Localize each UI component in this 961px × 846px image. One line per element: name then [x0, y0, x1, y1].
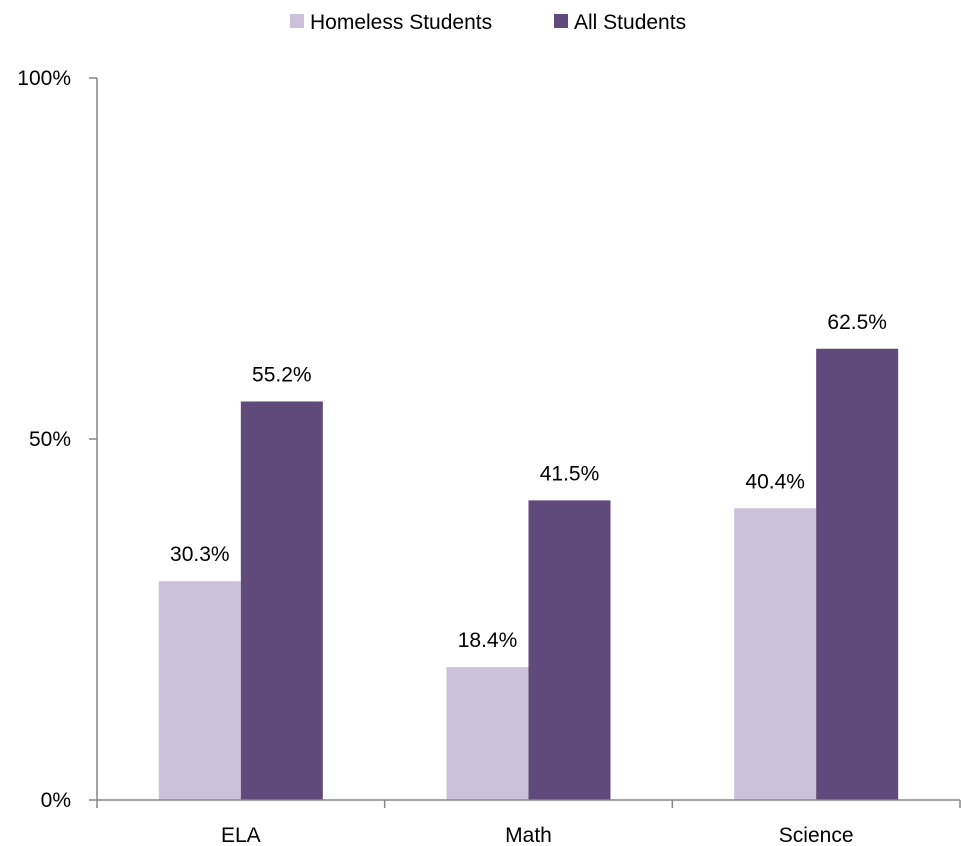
- category-labels: ELA Math Science: [221, 824, 854, 846]
- axes: [96, 78, 960, 801]
- bar: [158, 581, 241, 800]
- legend-swatch: [554, 14, 568, 28]
- data-label: 41.5%: [540, 462, 600, 485]
- bar: [734, 508, 817, 800]
- data-label: 18.4%: [458, 629, 518, 652]
- legend-label: All Students: [574, 11, 686, 34]
- x-category-label: ELA: [221, 824, 261, 846]
- y-tick-label: 50%: [29, 428, 71, 451]
- data-label: 55.2%: [252, 363, 312, 386]
- bar: [816, 348, 899, 800]
- y-tick-label: 100%: [17, 67, 71, 90]
- data-label: 62.5%: [827, 311, 887, 334]
- y-tick-label: 0%: [41, 789, 71, 812]
- data-label: 30.3%: [170, 543, 230, 566]
- data-labels: 30.3% 55.2% 18.4% 41.5% 40.4% 62.5%: [170, 311, 887, 652]
- bar: [528, 500, 611, 800]
- bar: [240, 401, 323, 800]
- bars: [158, 348, 899, 800]
- y-ticks: 0% 50% 100%: [17, 67, 97, 812]
- legend-swatch: [290, 14, 304, 28]
- data-label: 40.4%: [745, 470, 805, 493]
- x-category-label: Science: [779, 824, 854, 846]
- bar: [446, 667, 529, 800]
- legend: Homeless Students All Students: [290, 11, 686, 34]
- x-ticks: [96, 800, 961, 808]
- legend-label: Homeless Students: [310, 11, 492, 34]
- x-category-label: Math: [505, 824, 552, 846]
